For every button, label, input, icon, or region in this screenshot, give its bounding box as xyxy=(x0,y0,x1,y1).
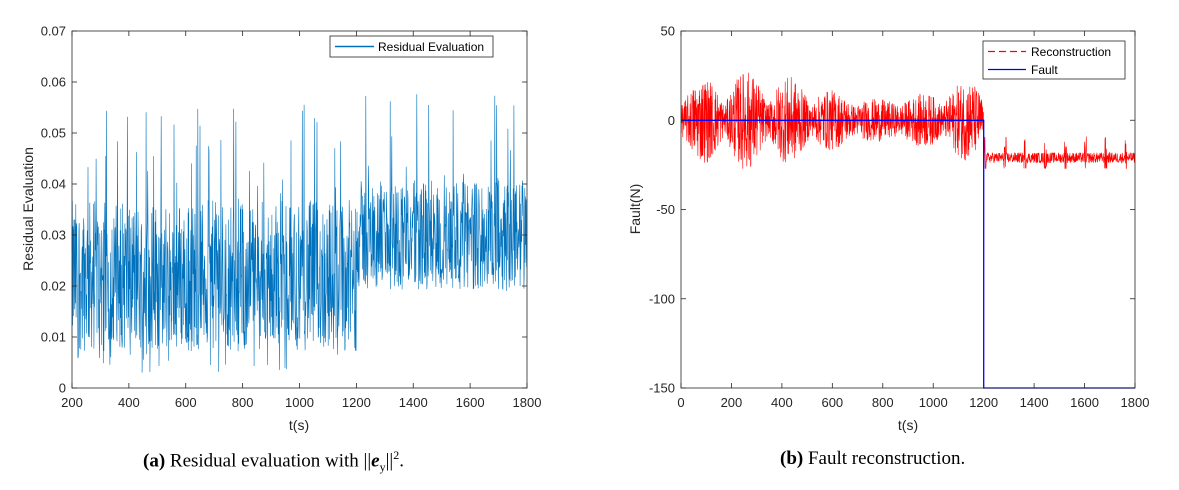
y-tick-label: -100 xyxy=(649,291,675,306)
y-tick-label: 0.03 xyxy=(41,228,66,243)
x-tick-label: 1600 xyxy=(1070,395,1099,410)
caption-b: (b) Fault reconstruction. xyxy=(780,448,965,470)
x-tick-label: 600 xyxy=(175,395,197,410)
caption-a-text: Residual evaluation with || xyxy=(169,450,372,472)
x-tick-label: 1000 xyxy=(285,395,314,410)
caption-a: (a) Residual evaluation with ||ey||2. xyxy=(143,448,404,475)
x-tick-label: 1400 xyxy=(1020,395,1049,410)
x-axis-label: t(s) xyxy=(289,417,309,433)
legend-label-residual: Residual Evaluation xyxy=(378,40,484,54)
x-tick-label: 1200 xyxy=(342,395,371,410)
y-tick-label: 0.06 xyxy=(41,75,66,90)
residual-evaluation-chart: 200 400 600 800 1000 1200 1400 1600 1800 0 0.01 0.0… xyxy=(20,24,541,434)
caption-b-label: (b) xyxy=(780,448,804,469)
caption-a-norm-close: || xyxy=(385,450,394,472)
x-tick-label: 800 xyxy=(232,395,254,410)
caption-a-symbol: e xyxy=(371,450,380,472)
x-axis-label: t(s) xyxy=(898,417,918,433)
reconstruction-line xyxy=(680,72,1135,170)
y-axis-label: Residual Evaluation xyxy=(20,147,36,271)
legend-label-reconstruction: Reconstruction xyxy=(1031,45,1111,59)
x-tick-label: 0 xyxy=(677,395,684,410)
residual-series xyxy=(71,94,527,373)
x-tick-label: 200 xyxy=(721,395,743,410)
caption-b-text: Fault reconstruction. xyxy=(807,448,966,469)
plot-area xyxy=(681,31,1135,388)
y-axis-label: Fault(N) xyxy=(627,184,643,235)
x-tick-label: 800 xyxy=(872,395,894,410)
caption-a-subscript: y xyxy=(379,460,386,475)
y-tick-label: 0.02 xyxy=(41,279,66,294)
x-tick-label: 1000 xyxy=(919,395,948,410)
caption-a-end: . xyxy=(399,450,404,472)
y-tick-label: 0 xyxy=(668,113,675,128)
caption-a-superscript: 2 xyxy=(393,448,400,462)
x-tick-label: 200 xyxy=(61,395,83,410)
x-tick-label: 1800 xyxy=(513,395,542,410)
legend-label-fault: Fault xyxy=(1031,63,1058,77)
y-tick-label: 50 xyxy=(661,24,675,39)
x-tick-label: 1200 xyxy=(969,395,998,410)
x-tick-label: 1600 xyxy=(456,395,485,410)
x-tick-label: 1800 xyxy=(1121,395,1150,410)
axes-box xyxy=(680,30,1136,389)
x-tick-label: 400 xyxy=(771,395,793,410)
y-tick-label: 0.07 xyxy=(41,24,66,39)
axes-box xyxy=(71,30,528,389)
legend-box xyxy=(329,35,494,58)
x-tick-label: 1400 xyxy=(399,395,428,410)
legend: Reconstruction Fault xyxy=(982,40,1126,80)
caption-a-label: (a) xyxy=(143,450,166,472)
fault-reconstruction-chart: 0 200 400 600 800 1000 1200 1400 1600 1800 -150 -10… xyxy=(627,24,1149,434)
y-tick-label: 0.04 xyxy=(41,177,66,192)
y-tick-label: 0 xyxy=(59,381,66,396)
y-tick-label: -150 xyxy=(649,381,675,396)
reconstruction-series xyxy=(680,72,1135,170)
residual-evaluation-line xyxy=(71,94,527,373)
legend: Residual Evaluation xyxy=(329,35,494,58)
y-tick-label: 0.01 xyxy=(41,330,66,345)
x-tick-label: 600 xyxy=(821,395,843,410)
y-tick-label: 0.05 xyxy=(41,126,66,141)
y-tick-label: -50 xyxy=(656,202,675,217)
legend-box xyxy=(982,40,1126,80)
figure: 200 400 600 800 1000 1200 1400 1600 1800 0 0.01 0.0… xyxy=(20,24,1149,434)
x-tick-label: 400 xyxy=(118,395,140,410)
